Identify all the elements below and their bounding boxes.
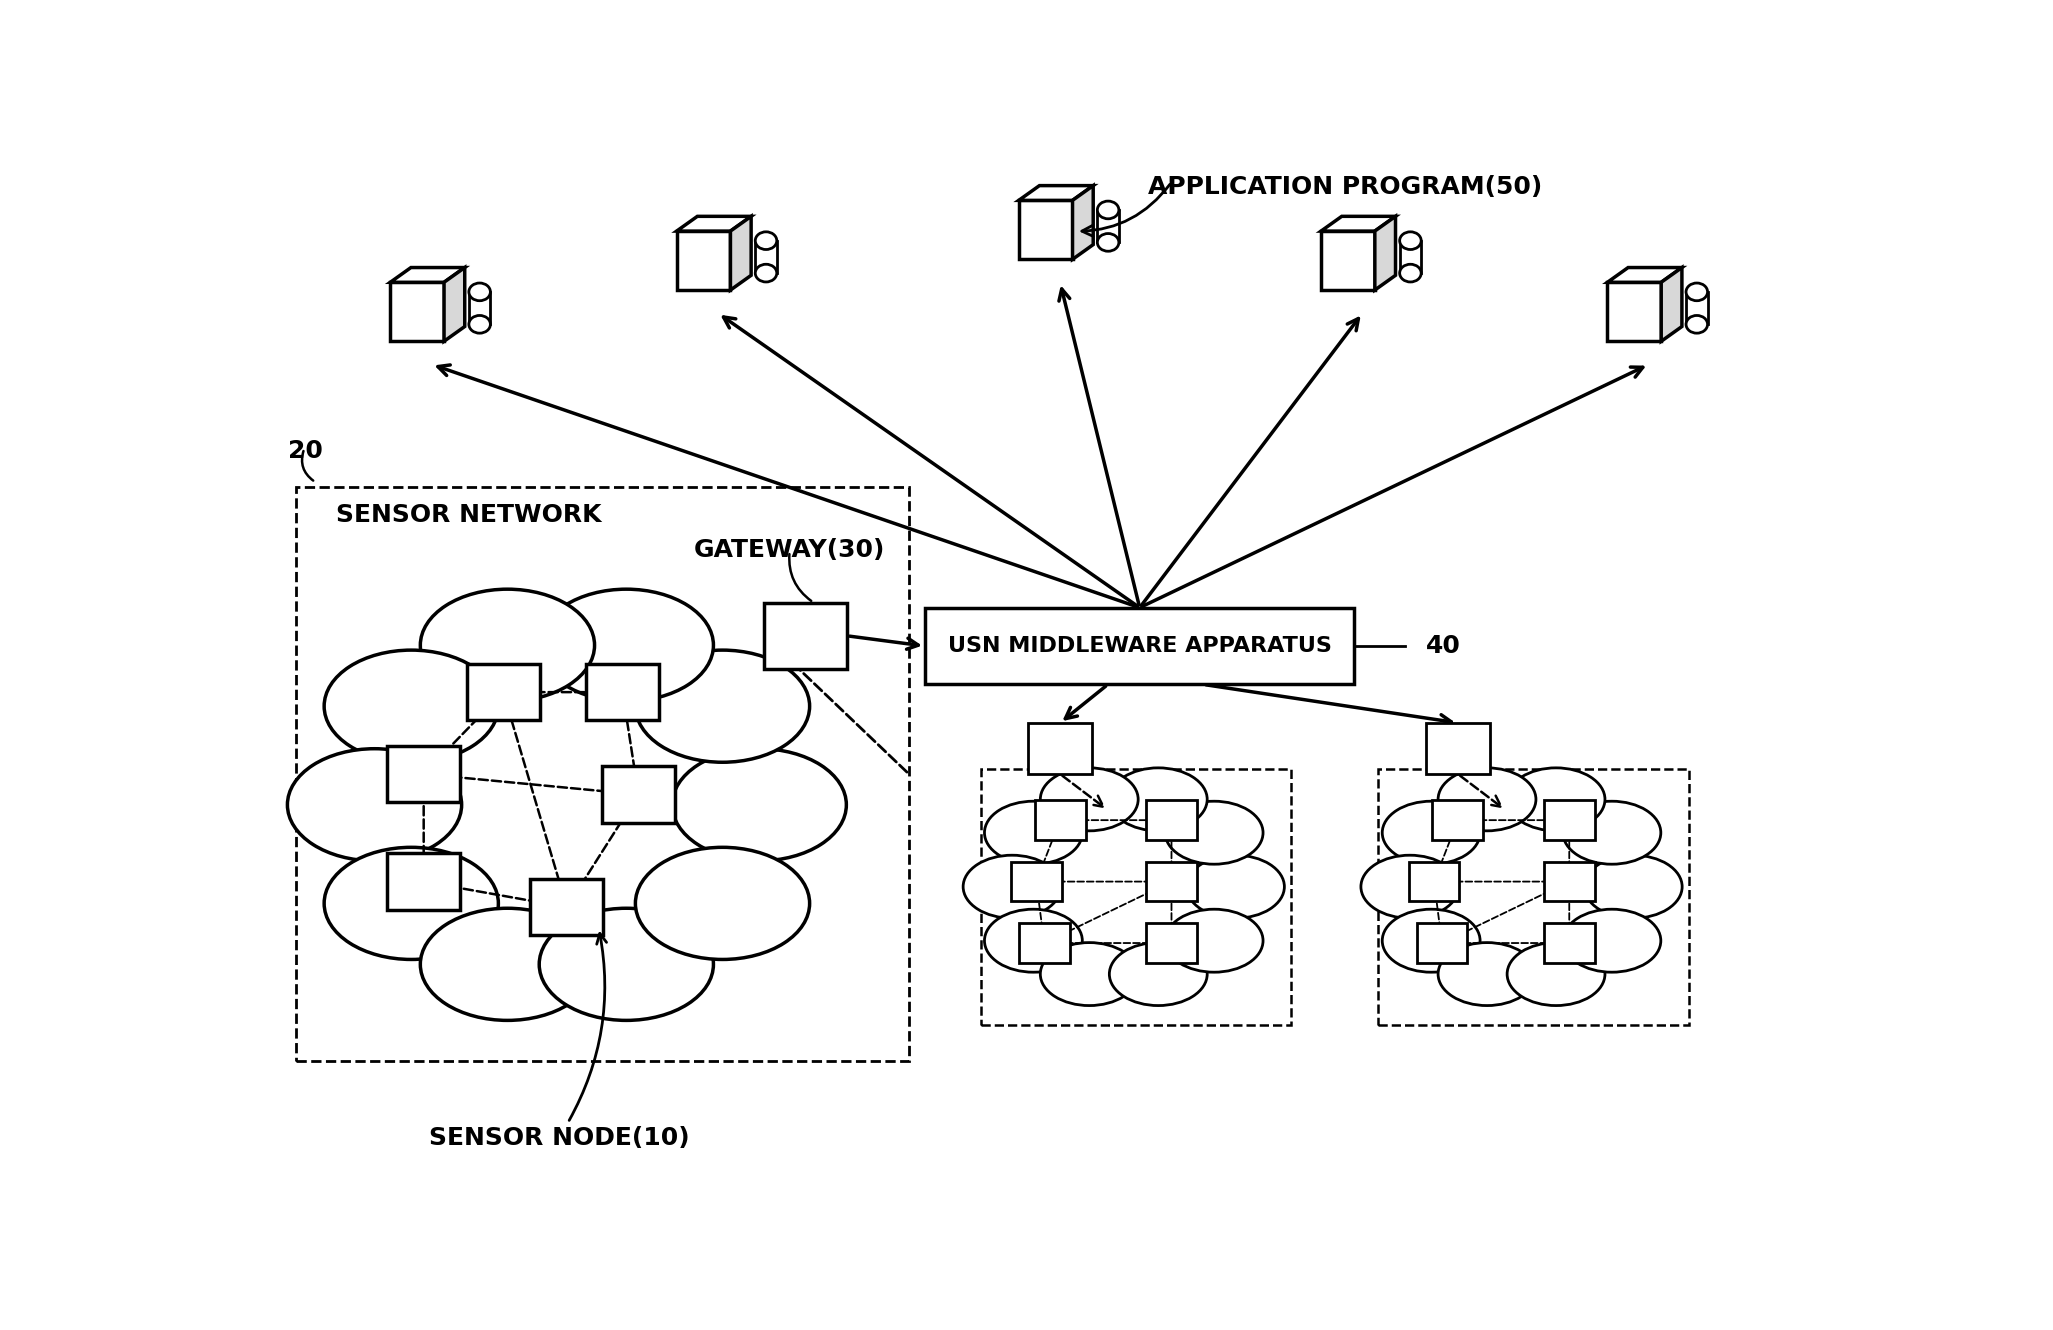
Circle shape: [540, 589, 714, 701]
Ellipse shape: [370, 633, 764, 976]
Bar: [1378, 769, 1688, 1025]
Bar: [585, 664, 659, 721]
Ellipse shape: [1686, 283, 1708, 301]
Circle shape: [1166, 910, 1263, 972]
Circle shape: [1361, 855, 1460, 918]
Ellipse shape: [1400, 231, 1421, 250]
Bar: [1029, 722, 1092, 774]
Circle shape: [1382, 801, 1480, 864]
Bar: [1427, 722, 1490, 774]
Ellipse shape: [468, 283, 491, 301]
Circle shape: [1187, 855, 1285, 918]
Circle shape: [324, 847, 499, 959]
Circle shape: [1166, 801, 1263, 864]
Polygon shape: [1607, 282, 1661, 342]
Circle shape: [1437, 943, 1536, 1005]
Circle shape: [1507, 943, 1605, 1005]
Text: USN MIDDLEWARE APPARATUS: USN MIDDLEWARE APPARATUS: [948, 636, 1332, 656]
Circle shape: [421, 589, 595, 701]
Ellipse shape: [756, 265, 776, 282]
Bar: [1544, 862, 1595, 902]
Ellipse shape: [1098, 201, 1119, 219]
Polygon shape: [1376, 217, 1396, 290]
Polygon shape: [1018, 186, 1092, 201]
Bar: [1018, 923, 1070, 963]
Polygon shape: [1661, 267, 1681, 342]
Polygon shape: [1018, 201, 1072, 259]
Circle shape: [324, 650, 499, 762]
Circle shape: [1507, 767, 1605, 831]
Text: SENSOR NETWORK: SENSOR NETWORK: [337, 503, 602, 527]
Circle shape: [634, 847, 809, 959]
Bar: [926, 608, 1355, 685]
Bar: [1146, 862, 1197, 902]
Bar: [764, 602, 848, 669]
Ellipse shape: [756, 231, 776, 250]
Ellipse shape: [1686, 315, 1708, 332]
Circle shape: [1585, 855, 1681, 918]
Ellipse shape: [1406, 793, 1636, 982]
Bar: [1544, 923, 1595, 963]
Bar: [1417, 923, 1468, 963]
Circle shape: [963, 855, 1061, 918]
Circle shape: [1041, 943, 1137, 1005]
Bar: [1010, 862, 1061, 902]
Polygon shape: [677, 217, 751, 231]
Polygon shape: [756, 241, 776, 273]
Ellipse shape: [468, 315, 491, 332]
Text: GATEWAY(30): GATEWAY(30): [694, 537, 885, 561]
Circle shape: [985, 910, 1082, 972]
Bar: [466, 664, 540, 721]
Circle shape: [1562, 801, 1661, 864]
Text: 40: 40: [1427, 634, 1462, 658]
Bar: [1544, 801, 1595, 839]
Circle shape: [421, 908, 595, 1020]
Circle shape: [540, 908, 714, 1020]
Polygon shape: [677, 231, 731, 290]
Bar: [388, 746, 460, 802]
Circle shape: [985, 801, 1082, 864]
Circle shape: [1109, 767, 1207, 831]
Circle shape: [1109, 943, 1207, 1005]
Bar: [1146, 923, 1197, 963]
Bar: [981, 769, 1291, 1025]
Ellipse shape: [1400, 265, 1421, 282]
Circle shape: [287, 749, 462, 861]
Bar: [1408, 862, 1460, 902]
Polygon shape: [1607, 267, 1681, 282]
Bar: [1146, 801, 1197, 839]
Bar: [1035, 801, 1086, 839]
Polygon shape: [468, 291, 491, 325]
Polygon shape: [390, 267, 464, 282]
Polygon shape: [1072, 186, 1092, 259]
Bar: [530, 879, 604, 935]
Polygon shape: [390, 282, 443, 342]
Text: SENSOR NODE(10): SENSOR NODE(10): [429, 934, 690, 1149]
Bar: [1433, 801, 1484, 839]
Circle shape: [1437, 767, 1536, 831]
Polygon shape: [443, 267, 464, 342]
Polygon shape: [731, 217, 751, 290]
Ellipse shape: [1098, 234, 1119, 251]
Circle shape: [1041, 767, 1137, 831]
Ellipse shape: [1010, 793, 1238, 982]
Bar: [388, 854, 460, 910]
Text: 20: 20: [287, 439, 322, 463]
Bar: [296, 487, 909, 1061]
Polygon shape: [1098, 210, 1119, 242]
Polygon shape: [1686, 291, 1708, 325]
Polygon shape: [1320, 217, 1396, 231]
Circle shape: [671, 749, 846, 861]
Text: APPLICATION PROGRAM(50): APPLICATION PROGRAM(50): [1148, 176, 1542, 200]
Polygon shape: [1400, 241, 1421, 273]
Polygon shape: [1320, 231, 1376, 290]
Circle shape: [634, 650, 809, 762]
Circle shape: [1562, 910, 1661, 972]
Bar: [602, 766, 675, 823]
Circle shape: [1382, 910, 1480, 972]
